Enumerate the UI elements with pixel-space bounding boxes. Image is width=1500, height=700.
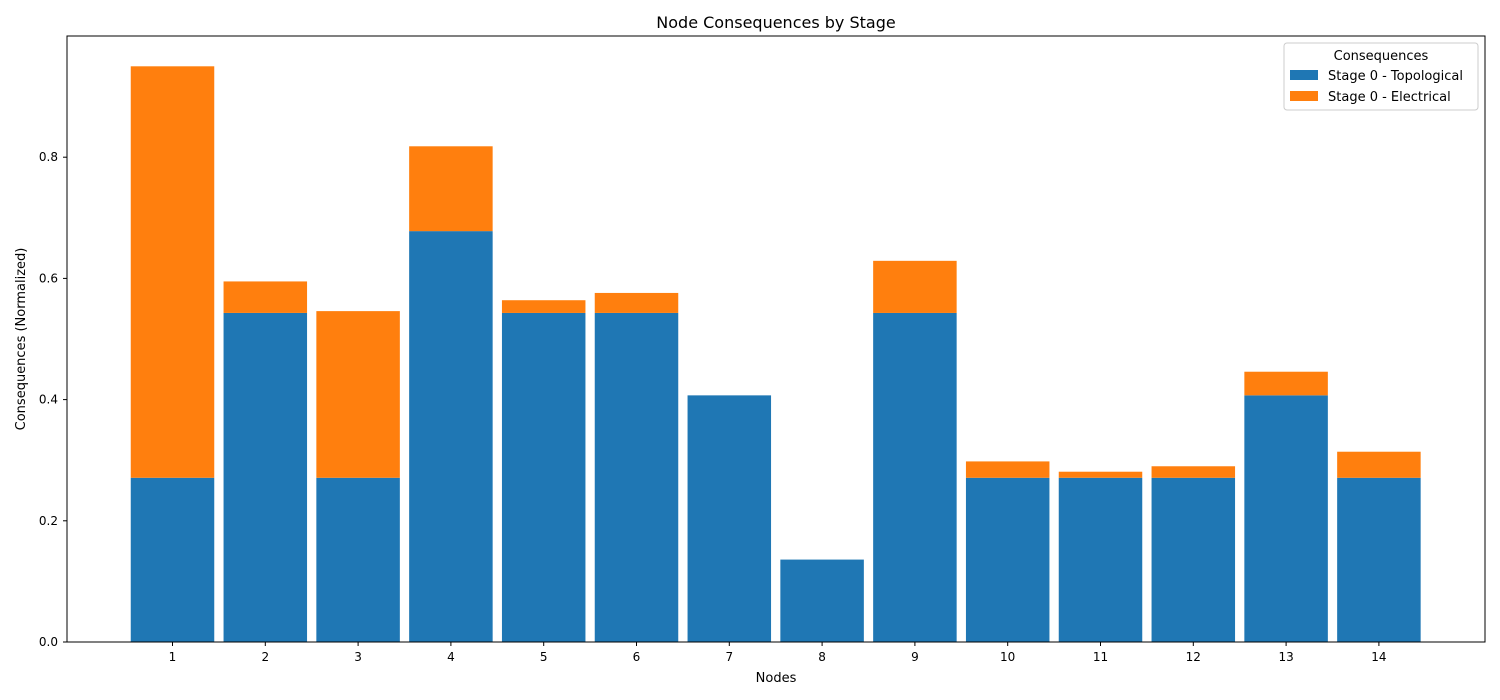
- bar-topological-node-13: [1244, 395, 1328, 642]
- bar-topological-node-6: [594, 312, 679, 642]
- bar-topological-node-11: [1058, 477, 1143, 642]
- x-tick-label: 3: [354, 650, 362, 664]
- x-tick-label: 10: [1000, 650, 1015, 664]
- y-tick-label: 0.8: [39, 150, 58, 164]
- y-axis-title: Consequences (Normalized): [14, 248, 29, 431]
- plot-frame: [66, 35, 1486, 643]
- x-tick-label: 7: [725, 650, 733, 664]
- bar-topological-node-14: [1337, 477, 1421, 642]
- x-tick-label: 5: [540, 650, 548, 664]
- bar-topological-node-10: [965, 477, 1050, 642]
- legend-label-topological: Stage 0 - Topological: [1328, 69, 1463, 84]
- bar-topological-node-4: [409, 231, 493, 642]
- legend-swatch-topological: [1290, 70, 1318, 80]
- x-tick-label: 8: [818, 650, 826, 664]
- bar-electrical-node-14: [1337, 451, 1421, 478]
- bar-topological-node-9: [873, 312, 957, 642]
- bar-topological-node-2: [223, 312, 308, 642]
- y-tick-label: 0.4: [39, 393, 58, 407]
- bar-electrical-node-13: [1244, 371, 1328, 396]
- bar-electrical-node-4: [409, 146, 493, 232]
- bar-electrical-node-10: [965, 461, 1050, 478]
- x-tick-label: 12: [1186, 650, 1201, 664]
- bar-topological-node-8: [780, 559, 864, 642]
- x-tick-label: 6: [633, 650, 641, 664]
- y-tick-label: 0.0: [39, 635, 58, 649]
- legend-label-electrical: Stage 0 - Electrical: [1328, 90, 1451, 105]
- bars-group: [130, 66, 1421, 642]
- y-tick-label: 0.2: [39, 514, 58, 528]
- x-tick-label: 9: [911, 650, 919, 664]
- bar-topological-node-12: [1151, 477, 1236, 642]
- legend-title: Consequences: [1334, 49, 1429, 64]
- bar-electrical-node-1: [130, 66, 215, 478]
- bar-electrical-node-9: [873, 260, 957, 313]
- y-tick-label: 0.6: [39, 271, 58, 285]
- bar-topological-node-3: [316, 477, 400, 642]
- chart-title: Node Consequences by Stage: [656, 13, 895, 32]
- y-axis: 0.0 0.2 0.4 0.6 0.8: [39, 150, 67, 649]
- legend-swatch-electrical: [1290, 91, 1318, 101]
- legend-box: [1283, 42, 1479, 111]
- x-tick-label: 2: [261, 650, 269, 664]
- bar-topological-node-5: [501, 312, 586, 642]
- x-tick-label: 4: [447, 650, 455, 664]
- x-tick-label: 1: [169, 650, 177, 664]
- bar-electrical-node-11: [1058, 471, 1143, 478]
- bar-electrical-node-2: [223, 281, 308, 313]
- x-axis: 1 2 3 4 5 6 7 8 9 10 11 12 13 14: [169, 642, 1387, 664]
- bar-electrical-node-5: [501, 300, 586, 313]
- x-axis-title: Nodes: [756, 671, 797, 686]
- bar-electrical-node-6: [594, 292, 679, 313]
- legend: Consequences Stage 0 - Topological Stage…: [1283, 42, 1479, 111]
- x-tick-label: 13: [1278, 650, 1293, 664]
- bar-electrical-node-12: [1151, 466, 1236, 478]
- bar-electrical-node-3: [316, 311, 400, 478]
- x-tick-label: 14: [1371, 650, 1386, 664]
- x-tick-label: 11: [1093, 650, 1108, 664]
- bar-topological-node-1: [130, 477, 215, 642]
- bar-topological-node-7: [687, 395, 772, 642]
